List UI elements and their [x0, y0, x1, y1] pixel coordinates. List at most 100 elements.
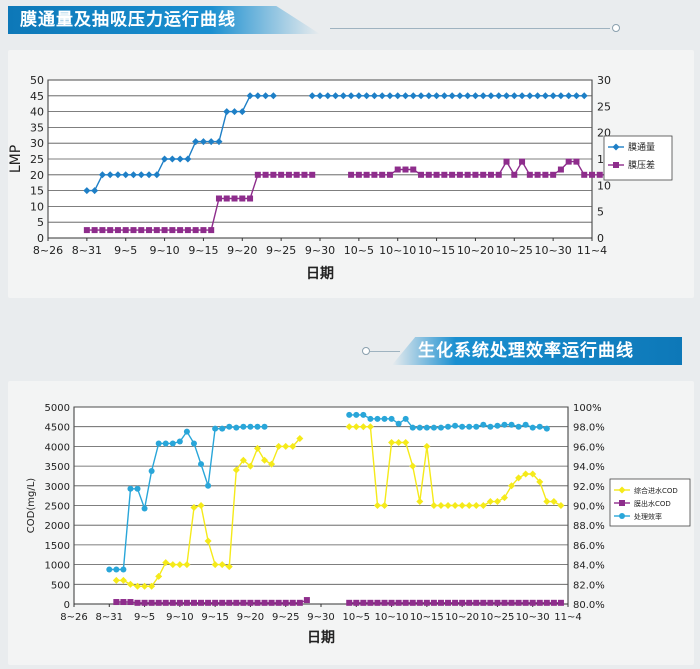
data-point	[451, 502, 459, 509]
data-point	[215, 138, 223, 146]
data-point	[381, 502, 389, 509]
data-point	[114, 171, 122, 179]
data-point	[557, 92, 565, 100]
data-point	[449, 171, 456, 178]
data-point	[91, 187, 99, 195]
data-point	[198, 461, 205, 468]
data-point	[215, 195, 222, 202]
data-point	[423, 424, 430, 431]
data-point	[452, 599, 459, 606]
data-point	[503, 158, 510, 165]
data-point	[207, 138, 215, 146]
x-tick-label: 9~15	[201, 612, 228, 623]
x-tick-label: 9~25	[266, 244, 296, 257]
data-point	[410, 166, 417, 173]
y-tick-label: 1000	[45, 561, 70, 572]
data-point	[573, 158, 580, 165]
x-axis-label: 日期	[306, 266, 334, 282]
data-point	[296, 599, 303, 606]
y-tick-label: 15	[30, 185, 44, 198]
data-point	[409, 462, 417, 470]
data-point	[240, 423, 247, 430]
data-point	[83, 187, 91, 195]
y-tick-label: 10	[30, 200, 44, 213]
y2-tick-label: 0	[597, 232, 604, 245]
y2-tick-label: 86.0%	[573, 541, 605, 552]
data-point	[557, 599, 564, 606]
data-point	[107, 227, 114, 234]
data-point	[308, 92, 316, 100]
data-point	[339, 92, 347, 100]
data-point	[511, 171, 518, 178]
data-point	[425, 171, 432, 178]
data-point	[261, 599, 268, 606]
data-point	[233, 424, 240, 431]
x-tick-label: 9~5	[134, 612, 155, 623]
x-tick-label: 8~26	[33, 244, 63, 257]
y2-tick-label: 84.0%	[573, 561, 605, 572]
data-point	[122, 227, 129, 234]
data-point	[254, 171, 261, 178]
data-point	[360, 599, 367, 606]
data-point	[348, 171, 355, 178]
data-point	[472, 171, 479, 178]
data-point	[543, 425, 550, 432]
data-point	[580, 92, 588, 100]
data-point	[480, 421, 487, 428]
section-title-membrane: 膜通量及抽吸压力运行曲线	[8, 6, 320, 34]
data-point	[161, 155, 169, 163]
data-point	[268, 599, 275, 606]
data-point	[253, 444, 261, 452]
data-point	[240, 599, 247, 606]
data-point	[452, 422, 459, 429]
data-point	[347, 92, 355, 100]
data-point	[465, 502, 473, 509]
data-point	[522, 470, 530, 478]
data-point	[127, 599, 134, 606]
data-point	[353, 599, 360, 606]
data-point	[254, 423, 261, 430]
data-point	[515, 474, 523, 482]
data-point	[289, 442, 297, 450]
chart-panel-biochem: 0 500 1000 1500 2000 2500 3000 3500 4000 4500 5000…	[8, 381, 694, 665]
data-point	[126, 580, 134, 588]
data-point	[226, 599, 233, 606]
data-point	[141, 599, 148, 606]
series-2	[113, 597, 564, 606]
data-point	[269, 92, 277, 100]
data-point	[374, 415, 381, 422]
data-point	[200, 227, 207, 234]
data-point	[204, 537, 212, 545]
data-point	[550, 171, 557, 178]
data-point	[495, 92, 503, 100]
data-point	[541, 92, 549, 100]
data-point	[153, 171, 161, 179]
y-tick-label: 5000	[45, 403, 70, 414]
data-point	[345, 423, 353, 431]
y-tick-label: 20	[30, 169, 44, 182]
series-line	[351, 160, 608, 177]
x-tick-label: 9~25	[272, 612, 299, 623]
data-point	[448, 92, 456, 100]
data-point	[176, 561, 184, 569]
divider-dot-2	[362, 347, 370, 355]
data-point	[296, 435, 304, 443]
data-point	[211, 561, 219, 569]
divider-dot	[612, 24, 620, 32]
data-point	[430, 599, 437, 606]
data-point	[536, 599, 543, 606]
data-point	[500, 494, 508, 502]
data-point	[565, 158, 572, 165]
data-point	[441, 171, 448, 178]
data-point	[346, 599, 353, 606]
data-point	[141, 505, 148, 512]
data-point	[515, 423, 522, 430]
data-point	[395, 599, 402, 606]
data-point	[402, 599, 409, 606]
x-tick-label: 9~5	[114, 244, 137, 257]
data-point	[346, 411, 353, 418]
divider-line-2	[370, 351, 400, 352]
data-point	[526, 92, 534, 100]
data-point	[416, 498, 424, 506]
data-point	[353, 411, 360, 418]
